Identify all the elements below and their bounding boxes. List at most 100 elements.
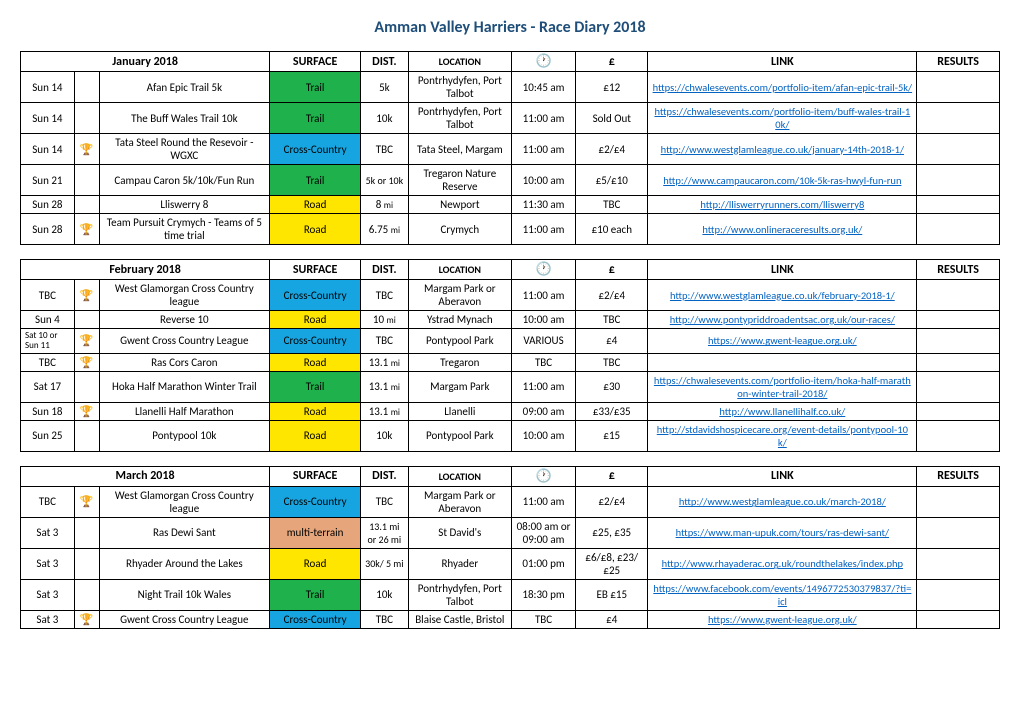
table-row: Sat 3Rhyader Around the LakesRoad30k/ 5 … [21, 548, 1000, 579]
race-date: Sun 21 [21, 165, 75, 196]
race-surface: Cross-Country [270, 329, 361, 354]
race-location: Pontrhydyfen, Port Talbot [408, 579, 511, 610]
race-date: TBC [21, 486, 75, 517]
race-date: Sat 3 [21, 548, 75, 579]
table-row: Sun 14Afan Epic Trail 5kTrail5kPontrhydy… [21, 72, 1000, 103]
race-price: £2/£4 [576, 280, 648, 311]
race-location: Ystrad Mynach [408, 311, 511, 329]
trophy-icon: 🏆 [74, 402, 99, 420]
trophy-icon [74, 548, 99, 579]
race-location: St David's [408, 517, 511, 548]
race-link[interactable]: http://www.llanellihalf.co.uk/ [719, 405, 845, 418]
month-table: March 2018SURFACEDIST.LOCATION🕐£LINKRESU… [20, 466, 1000, 629]
race-surface: Road [270, 353, 361, 371]
table-row: Sun 25Pontypool 10kRoad10kPontypool Park… [21, 420, 1000, 451]
race-name: West Glamorgan Cross Country league [99, 486, 270, 517]
race-link[interactable]: http://lliswerryrunners.com/lliswerry8 [700, 198, 864, 211]
table-row: Sun 4Reverse 10Road10 miYstrad Mynach10:… [21, 311, 1000, 329]
race-time: 10:00 am [512, 311, 576, 329]
trophy-icon: 🏆 [74, 214, 99, 245]
race-link-cell: https://chwalesevents.com/portfolio-item… [648, 371, 917, 402]
col-header-results: RESULTS [917, 466, 1000, 486]
race-name: Gwent Cross Country League [99, 610, 270, 628]
table-row: Sat 3Night Trail 10k WalesTrail10kPontrh… [21, 579, 1000, 610]
race-results [917, 134, 1000, 165]
race-link[interactable]: http://www.westglamleague.co.uk/january-… [661, 143, 904, 156]
race-location: Llanelli [408, 402, 511, 420]
race-distance: 13.1 mi [361, 353, 409, 371]
race-link[interactable]: http://stdavidshospicecare.org/event-det… [657, 423, 908, 449]
clock-icon: 🕐 [535, 54, 551, 69]
race-distance: TBC [361, 486, 409, 517]
race-surface: Cross-Country [270, 280, 361, 311]
col-header-location: LOCATION [408, 466, 511, 486]
race-date: Sun 28 [21, 214, 75, 245]
race-name: Lliswerry 8 [99, 196, 270, 214]
table-row: Sun 21Campau Caron 5k/10k/Fun RunTrail5k… [21, 165, 1000, 196]
race-link[interactable]: https://www.gwent-league.org.uk/ [708, 334, 857, 347]
race-link[interactable]: https://chwalesevents.com/portfolio-item… [654, 374, 911, 400]
race-link[interactable]: https://chwalesevents.com/portfolio-item… [653, 81, 913, 94]
table-row: Sun 14🏆Tata Steel Round the Resevoir - W… [21, 134, 1000, 165]
race-link[interactable]: http://www.onlineraceresults.org.uk/ [702, 223, 862, 236]
race-time: 09:00 am [512, 402, 576, 420]
race-results [917, 579, 1000, 610]
race-time: 11:00 am [512, 134, 576, 165]
race-location: Pontrhydyfen, Port Talbot [408, 103, 511, 134]
race-time: 11:00 am [512, 371, 576, 402]
race-link-cell: http://stdavidshospicecare.org/event-det… [648, 420, 917, 451]
race-results [917, 311, 1000, 329]
race-link[interactable]: http://www.campaucaron.com/10k-5k-ras-hw… [663, 174, 901, 187]
race-link[interactable]: https://www.gwent-league.org.uk/ [708, 613, 857, 626]
race-surface: Cross-Country [270, 134, 361, 165]
race-price: £4 [576, 329, 648, 354]
race-link[interactable]: https://www.man-upuk.com/tours/ras-dewi-… [676, 526, 889, 539]
race-results [917, 72, 1000, 103]
race-surface: Cross-Country [270, 610, 361, 628]
race-link[interactable]: http://www.westglamleague.co.uk/march-20… [679, 495, 886, 508]
race-price: £5/£10 [576, 165, 648, 196]
race-link[interactable]: http://www.westglamleague.co.uk/february… [670, 289, 895, 302]
race-distance: 13.1 mi [361, 371, 409, 402]
race-surface: Trail [270, 371, 361, 402]
race-surface: Road [270, 402, 361, 420]
race-surface: Road [270, 196, 361, 214]
race-distance: TBC [361, 329, 409, 354]
race-link-cell [648, 353, 917, 371]
race-link-cell: https://chwalesevents.com/portfolio-item… [648, 72, 917, 103]
race-results [917, 517, 1000, 548]
col-header-price: £ [576, 466, 648, 486]
race-distance: TBC [361, 610, 409, 628]
race-time: TBC [512, 610, 576, 628]
race-name: Campau Caron 5k/10k/Fun Run [99, 165, 270, 196]
race-time: 10:45 am [512, 72, 576, 103]
race-distance: 10 mi [361, 311, 409, 329]
race-distance: 5k [361, 72, 409, 103]
race-name: Pontypool 10k [99, 420, 270, 451]
race-link-cell: http://lliswerryrunners.com/lliswerry8 [648, 196, 917, 214]
race-time: TBC [512, 353, 576, 371]
col-header-link: LINK [648, 260, 917, 280]
table-row: TBC🏆West Glamorgan Cross Country leagueC… [21, 486, 1000, 517]
race-link[interactable]: http://www.pontypriddroadentsac.org.uk/o… [670, 313, 895, 326]
race-link[interactable]: https://chwalesevents.com/portfolio-item… [654, 105, 910, 131]
race-time: 11:00 am [512, 486, 576, 517]
race-date: Sat 17 [21, 371, 75, 402]
trophy-icon: 🏆 [74, 610, 99, 628]
race-link[interactable]: http://www.rhayaderac.org.uk/roundthelak… [662, 557, 903, 570]
race-location: Crymych [408, 214, 511, 245]
race-distance: TBC [361, 134, 409, 165]
trophy-icon [74, 165, 99, 196]
race-link-cell: https://www.man-upuk.com/tours/ras-dewi-… [648, 517, 917, 548]
race-name: West Glamorgan Cross Country league [99, 280, 270, 311]
race-time: 10:00 am [512, 420, 576, 451]
race-price: £10 each [576, 214, 648, 245]
race-distance: 5k or 10k [361, 165, 409, 196]
race-location: Pontrhydyfen, Port Talbot [408, 72, 511, 103]
race-link[interactable]: https://www.facebook.com/events/14967725… [653, 582, 911, 608]
col-header-link: LINK [648, 52, 917, 72]
race-name: Hoka Half Marathon Winter Trail [99, 371, 270, 402]
race-location: Pontypool Park [408, 329, 511, 354]
race-link-cell: https://www.gwent-league.org.uk/ [648, 329, 917, 354]
race-results [917, 486, 1000, 517]
